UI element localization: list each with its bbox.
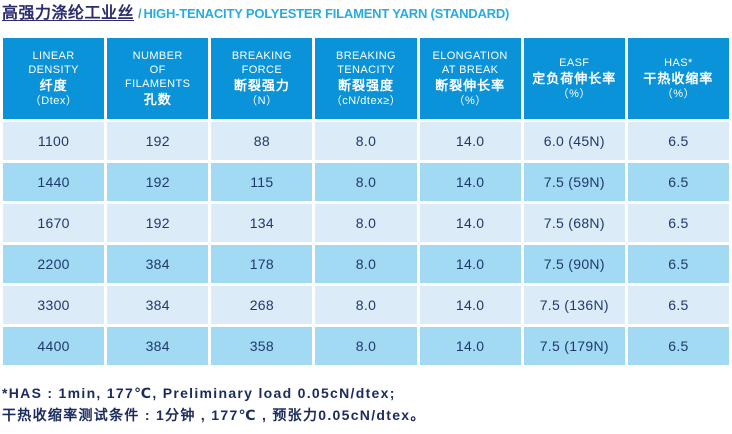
table-cell: 7.5 (90N) [523,245,625,283]
table-cell: 14.0 [419,122,521,160]
header-line-unit: （Dtex） [29,95,78,107]
header-line-zh: 断裂强力 [233,78,290,93]
table-cell: 358 [211,327,313,365]
table-cell: 192 [107,204,209,242]
table-cell: 178 [211,245,313,283]
table-cell: 8.0 [315,245,417,283]
table-row: 1670 192 134 8.0 14.0 7.5 (68N) 6.5 [3,204,729,242]
header-line-en: EASF [559,57,590,69]
table-row: 4400 384 358 8.0 14.0 7.5 (179N) 6.5 [3,327,729,365]
header-line-unit: （%） [661,88,696,100]
header-line-en: FILAMENTS [125,78,191,90]
table-cell: 6.5 [627,122,729,160]
header-line-zh: 干热收缩率 [643,71,714,86]
table-header: LINEAR DENSITY 纤度 （Dtex） NUMBER OF FILAMENTS 孔数… [3,38,729,119]
table-cell: 384 [107,327,209,365]
footnote-english: *HAS : 1min, 177℃, Preliminary load 0.05… [2,385,396,401]
header-line-en: TENACITY [337,64,395,76]
header-line-zh: 纤度 [39,78,68,93]
header-line-unit: （cN/dtex≥） [330,95,402,107]
table-cell: 2200 [3,245,105,283]
header-line-en: FORCE [241,64,283,76]
table-cell: 384 [107,286,209,324]
table-cell: 192 [107,122,209,160]
column-header-4: BREAKING TENACITY 断裂强度 （cN/dtex≥） [315,38,417,119]
header-line-unit: （%） [453,95,487,107]
table-cell: 115 [211,163,313,201]
table-cell: 14.0 [419,286,521,324]
table-cell: 6.5 [627,204,729,242]
table-cell: 7.5 (68N) [523,204,625,242]
column-header-5: ELONGATION AT BREAK 断裂伸长率 （%） [419,38,521,119]
column-header-1: LINEAR DENSITY 纤度 （Dtex） [3,38,105,119]
header-line-en: HAS* [664,57,693,69]
table-cell: 7.5 (179N) [523,327,625,365]
header-line-zh: 定负荷伸长率 [532,71,617,86]
table-cell: 8.0 [315,327,417,365]
table-body: 1100 192 88 8.0 14.0 6.0 (45N) 6.5 1440 192 115 8.… [3,122,729,365]
footnotes: *HAS : 1min, 177℃, Preliminary load 0.05… [0,382,732,426]
table-cell: 268 [211,286,313,324]
title-chinese: 高强力涤纶工业丝 [2,5,135,22]
table-cell: 1670 [3,204,105,242]
table-cell: 1100 [3,122,105,160]
table-row: 1100 192 88 8.0 14.0 6.0 (45N) 6.5 [3,122,729,160]
table-cell: 134 [211,204,313,242]
spec-table: LINEAR DENSITY 纤度 （Dtex） NUMBER OF FILAMENTS 孔数… [0,35,732,368]
column-header-7: HAS* 干热收缩率 （%） [627,38,729,119]
table-cell: 6.5 [627,286,729,324]
table-cell: 14.0 [419,163,521,201]
header-line-zh: 断裂强度 [337,78,394,93]
table-cell: 6.5 [627,327,729,365]
column-header-2: NUMBER OF FILAMENTS 孔数 [107,38,209,119]
table-cell: 14.0 [419,204,521,242]
header-line-en: ELONGATION [432,50,508,62]
header-line-en: BREAKING [335,50,397,62]
table-cell: 7.5 (59N) [523,163,625,201]
header-line-en: OF [149,64,166,76]
table-cell: 6.5 [627,163,729,201]
title-separator: / [138,6,142,21]
table-cell: 6.5 [627,245,729,283]
footnote-chinese: 干热收缩率测试条件 : 1分钟 , 177℃ , 预张力0.05cN/dtex。 [2,407,426,423]
header-line-unit: （N） [246,95,278,107]
table-cell: 8.0 [315,122,417,160]
header-line-unit: （%） [557,88,591,100]
table-row: 3300 384 268 8.0 14.0 7.5 (136N) 6.5 [3,286,729,324]
table-cell: 6.0 (45N) [523,122,625,160]
page-title: 高强力涤纶工业丝 / HIGH-TENACITY POLYESTER FILAMEN… [0,4,732,24]
header-line-en: NUMBER [132,50,183,62]
table-cell: 384 [107,245,209,283]
column-header-6: EASF 定负荷伸长率 （%） [523,38,625,119]
column-header-3: BREAKING FORCE 断裂强力 （N） [211,38,313,119]
table-cell: 14.0 [419,245,521,283]
title-english: HIGH-TENACITY POLYESTER FILAMENT YARN (S… [143,6,510,21]
table-cell: 1440 [3,163,105,201]
table-cell: 8.0 [315,204,417,242]
header-line-en: BREAKING [231,50,292,62]
table-row: 2200 384 178 8.0 14.0 7.5 (90N) 6.5 [3,245,729,283]
table-cell: 14.0 [419,327,521,365]
table-cell: 8.0 [315,163,417,201]
table-cell: 3300 [3,286,105,324]
header-line-en: LINEAR [32,50,75,62]
header-line-zh: 断裂伸长率 [435,78,506,93]
header-line-zh: 孔数 [143,92,172,107]
table-cell: 88 [211,122,313,160]
header-line-en: AT BREAK [441,64,499,76]
table-row: 1440 192 115 8.0 14.0 7.5 (59N) 6.5 [3,163,729,201]
table-cell: 192 [107,163,209,201]
header-row: LINEAR DENSITY 纤度 （Dtex） NUMBER OF FILAMENTS 孔数… [3,38,729,119]
table-cell: 7.5 (136N) [523,286,625,324]
table-cell: 4400 [3,327,105,365]
header-line-en: DENSITY [28,64,79,76]
table-cell: 8.0 [315,286,417,324]
